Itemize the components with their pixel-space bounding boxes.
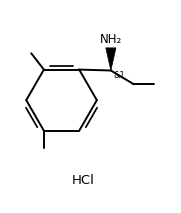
Text: HCl: HCl (72, 174, 95, 187)
Polygon shape (106, 48, 116, 71)
Text: &1: &1 (114, 71, 125, 81)
Text: NH₂: NH₂ (100, 33, 122, 46)
